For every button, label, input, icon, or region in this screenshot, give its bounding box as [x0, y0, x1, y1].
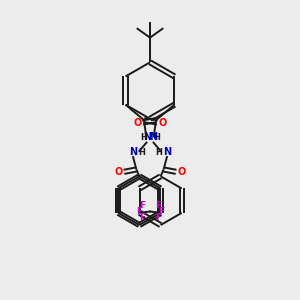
Text: N: N [163, 147, 171, 157]
Text: O: O [159, 118, 167, 128]
Text: H: H [140, 134, 147, 142]
Text: F: F [155, 201, 161, 210]
Text: F: F [139, 201, 145, 210]
Text: F: F [139, 213, 145, 222]
Text: F: F [155, 213, 161, 222]
Text: F: F [158, 207, 164, 216]
Text: O: O [133, 118, 141, 128]
Text: H: H [138, 148, 145, 157]
Text: O: O [115, 167, 123, 177]
Text: H: H [155, 148, 162, 157]
Text: H: H [153, 134, 160, 142]
Text: F: F [136, 207, 142, 216]
Text: N: N [143, 132, 151, 142]
Text: N: N [149, 132, 157, 142]
Text: O: O [177, 167, 185, 177]
Text: N: N [129, 147, 137, 157]
